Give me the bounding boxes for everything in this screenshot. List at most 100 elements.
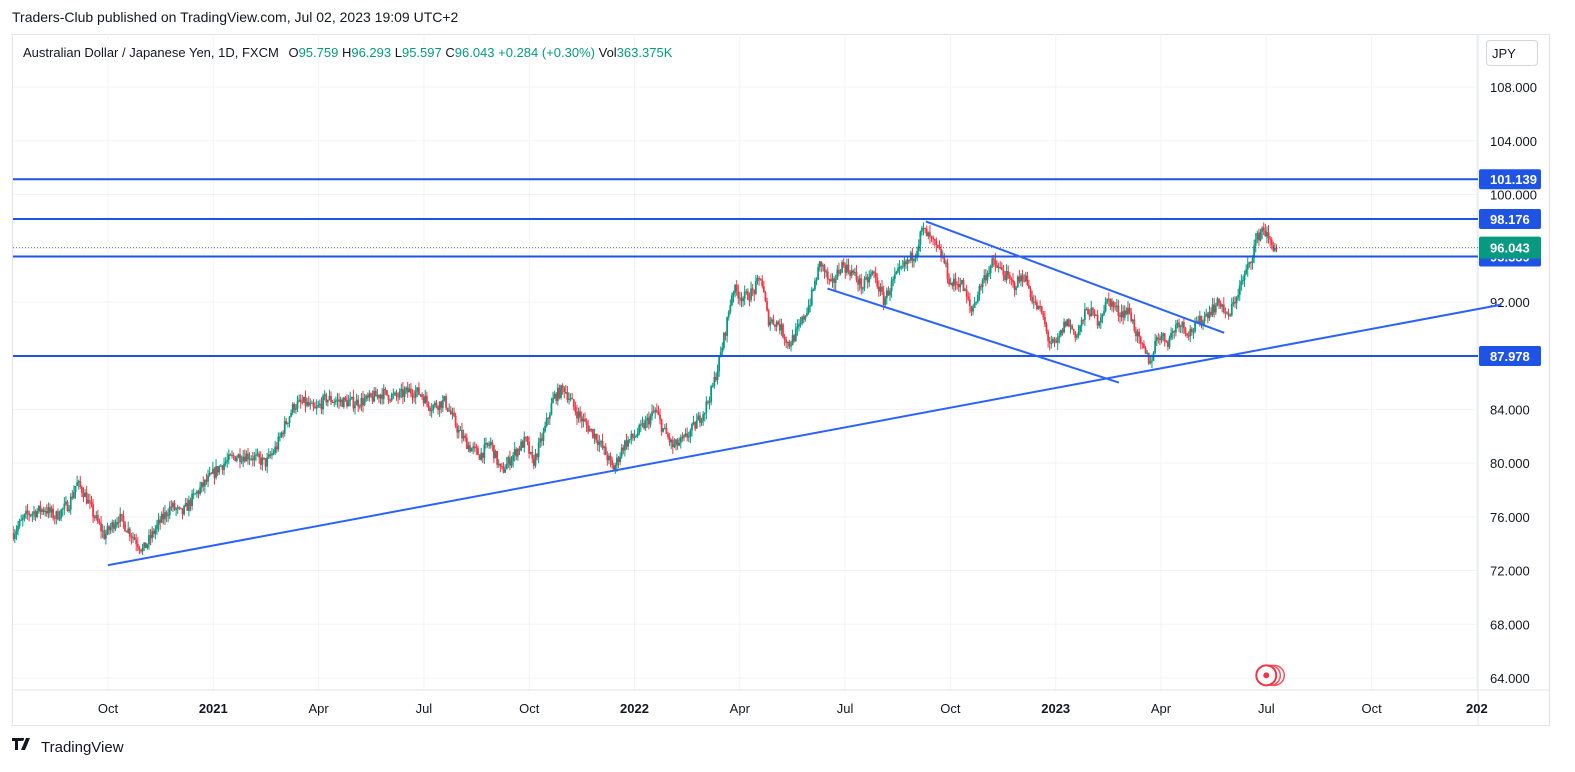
candle-body xyxy=(189,500,192,507)
candle-body xyxy=(927,232,930,237)
candle-body xyxy=(956,283,958,285)
candle-body xyxy=(1071,325,1073,330)
y-tick-label: 76.000 xyxy=(1490,510,1530,525)
tradingview-footer[interactable]: TradingView xyxy=(12,737,124,756)
candle-body xyxy=(822,265,824,267)
x-tick-label: Apr xyxy=(308,701,329,716)
candle-body xyxy=(462,435,465,439)
candle-body xyxy=(810,289,813,306)
candle-body xyxy=(53,518,56,520)
candle-body xyxy=(981,280,984,288)
candle-body xyxy=(568,399,570,401)
candle-body xyxy=(850,270,853,276)
candle-body xyxy=(449,410,452,415)
candle-body xyxy=(211,468,214,474)
candle-body xyxy=(320,403,323,410)
candle-body xyxy=(370,393,372,397)
candle-body xyxy=(140,549,142,552)
candle-body xyxy=(1080,319,1083,326)
x-tick-label: 2023 xyxy=(1041,701,1070,716)
candle-body xyxy=(1238,285,1241,295)
candle-body xyxy=(960,280,963,284)
candle-body xyxy=(871,271,874,274)
candle-body xyxy=(1210,311,1212,315)
candle-body xyxy=(694,422,697,429)
candle-body xyxy=(1029,288,1032,297)
candle-body xyxy=(782,324,784,337)
candle-body xyxy=(550,403,553,415)
candle-body xyxy=(587,425,590,432)
candle-body xyxy=(489,442,492,445)
candle-body xyxy=(411,393,414,397)
candle-body xyxy=(250,458,253,460)
candle-body xyxy=(1093,310,1096,316)
candle-body xyxy=(1143,343,1145,348)
candle-body xyxy=(82,492,85,497)
candle-body xyxy=(200,482,203,488)
candle-body xyxy=(734,284,736,293)
candle-body xyxy=(571,398,574,400)
candle-body xyxy=(778,324,781,331)
candle-body xyxy=(906,259,909,265)
candle-body xyxy=(561,385,564,388)
price-level-badge xyxy=(1479,209,1541,230)
candle-body xyxy=(266,457,269,467)
candle-body xyxy=(804,315,807,320)
current-price-badge-text: 96.043 xyxy=(1490,241,1530,256)
candle-body xyxy=(1013,282,1016,290)
candle-body xyxy=(58,517,61,520)
candle-body xyxy=(144,542,147,549)
candle-body xyxy=(334,400,337,402)
candle-body xyxy=(429,407,431,412)
candle-body xyxy=(386,390,388,396)
candle-body xyxy=(87,500,90,504)
candle-body xyxy=(465,437,468,450)
chart-frame[interactable] xyxy=(12,34,1550,726)
candle-body xyxy=(885,290,888,299)
candle-body xyxy=(991,258,994,267)
candle-body xyxy=(964,289,966,292)
candle-body xyxy=(417,387,420,395)
candle-body xyxy=(1088,313,1091,317)
candle-body xyxy=(596,440,599,445)
candle-body xyxy=(232,455,235,457)
candle-body xyxy=(611,460,614,466)
candle-body xyxy=(299,399,302,403)
candle-body xyxy=(207,475,209,482)
candle-body xyxy=(622,447,625,451)
candle-body xyxy=(992,258,995,261)
candle-body xyxy=(1037,305,1040,309)
candle-body xyxy=(283,421,286,434)
candle-body xyxy=(481,452,484,458)
candle-body xyxy=(1171,331,1174,334)
candle-body xyxy=(1112,301,1115,307)
candle-body xyxy=(873,271,875,273)
candle-body xyxy=(556,387,559,401)
candle-body xyxy=(726,317,729,336)
candle-body xyxy=(844,265,847,273)
candle-body xyxy=(263,457,265,459)
candle-body xyxy=(1254,239,1257,246)
candle-body xyxy=(845,264,848,273)
candle-body xyxy=(28,513,31,516)
candle-body xyxy=(790,345,792,347)
candle-body xyxy=(1052,339,1054,343)
currency-button[interactable]: JPY xyxy=(1486,40,1538,66)
volume-value: 363.375K xyxy=(616,45,673,60)
candle-body xyxy=(349,398,352,401)
candle-body xyxy=(85,492,88,504)
candle-body xyxy=(1261,227,1264,233)
candle-body xyxy=(475,446,478,449)
candle-body xyxy=(774,324,776,327)
candle-body xyxy=(766,301,768,311)
candle-body xyxy=(441,399,444,408)
candle-body xyxy=(689,430,692,437)
candle-body xyxy=(826,271,829,280)
candle-body xyxy=(504,469,507,473)
candle-body xyxy=(371,396,374,402)
candle-body xyxy=(457,430,460,433)
candle-body xyxy=(1192,331,1195,333)
candle-body xyxy=(772,319,775,325)
candle-body xyxy=(692,422,695,425)
